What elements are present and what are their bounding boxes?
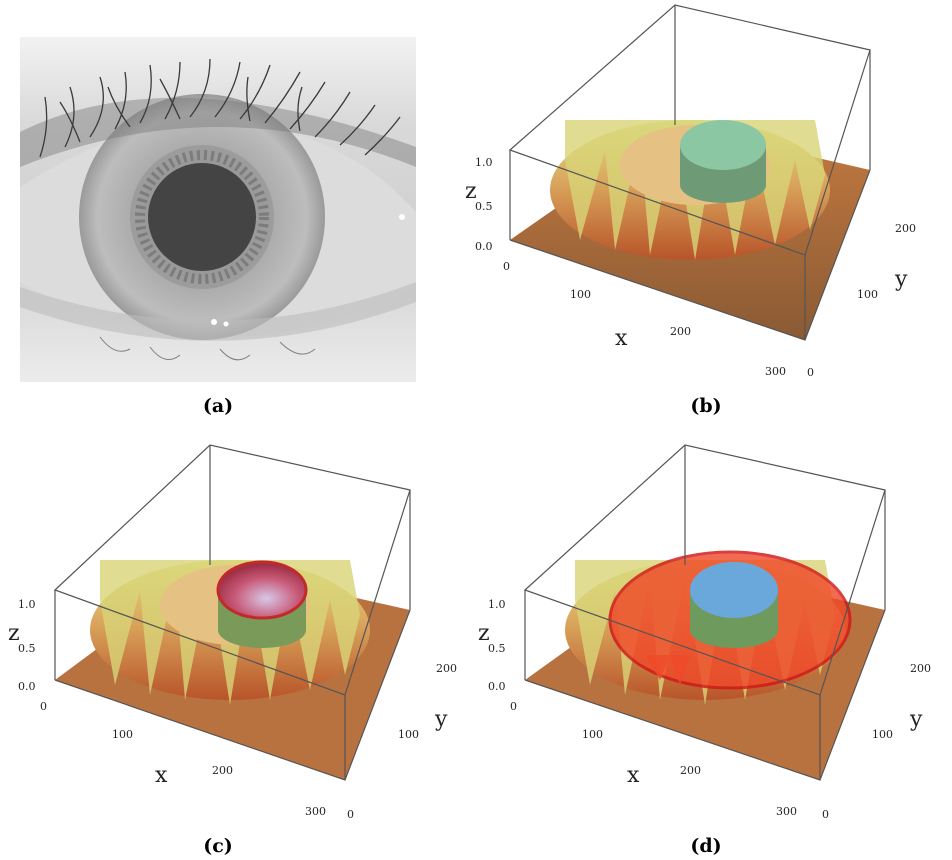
y-tick-100: 100: [872, 728, 893, 741]
x-tick-200: 200: [670, 325, 691, 338]
y-tick-0: 0: [807, 366, 814, 379]
x-tick-100: 100: [582, 728, 603, 741]
y-tick-200: 200: [895, 222, 916, 235]
surface-plot-d-svg: 1.0 0.5 0.0 z 0 100 200 300 x 0 100 200 …: [470, 440, 952, 830]
x-tick-0: 0: [40, 700, 47, 713]
z-tick-05: 0.5: [18, 642, 36, 655]
x-tick-300: 300: [765, 365, 786, 378]
y-tick-100: 100: [398, 728, 419, 741]
z-tick-1: 1.0: [488, 598, 506, 611]
y-axis-label: y: [894, 267, 908, 292]
x-tick-200: 200: [680, 764, 701, 777]
caption-b: (b): [676, 395, 736, 417]
x-tick-200: 200: [212, 764, 233, 777]
y-tick-0: 0: [822, 808, 829, 821]
y-tick-200: 200: [436, 662, 457, 675]
z-tick-05: 0.5: [488, 642, 506, 655]
z-axis-label: z: [478, 621, 490, 646]
z-axis-label: z: [465, 179, 477, 204]
z-tick-1: 1.0: [18, 598, 36, 611]
pupil-cylinder-c: [218, 562, 306, 648]
surface-plot-b-svg: 1.0 0.5 0.0 z 0 100 200 300 x 0 100 200 …: [455, 0, 952, 390]
y-tick-200: 200: [910, 662, 931, 675]
z-axis-label: z: [8, 621, 20, 646]
eye-image: [20, 37, 416, 382]
x-axis-label: x: [155, 763, 168, 788]
x-tick-300: 300: [776, 805, 797, 818]
z-tick-05: 0.5: [475, 200, 493, 213]
z-tick-1: 1.0: [475, 156, 493, 169]
z-tick-0: 0.0: [18, 680, 36, 693]
y-tick-0: 0: [347, 808, 354, 821]
surface-plot-d: 1.0 0.5 0.0 z 0 100 200 300 x 0 100 200 …: [470, 440, 952, 830]
x-axis-label: x: [615, 326, 628, 351]
pupil: [148, 163, 256, 271]
surface-plot-c: 1.0 0.5 0.0 z 0 100 200 300 x 0 100 200 …: [0, 440, 470, 830]
y-tick-100: 100: [857, 288, 878, 301]
surface-plot-b: 1.0 0.5 0.0 z 0 100 200 300 x 0 100 200 …: [455, 0, 952, 390]
y-axis-label: y: [909, 707, 923, 732]
z-tick-0: 0.0: [488, 680, 506, 693]
pupil-cylinder-b: [680, 120, 766, 203]
caption-d: (d): [676, 835, 736, 857]
x-tick-100: 100: [112, 728, 133, 741]
x-tick-0: 0: [510, 700, 517, 713]
y-axis-label: y: [434, 707, 448, 732]
x-tick-100: 100: [570, 288, 591, 301]
pupil-cylinder-d: [690, 562, 778, 648]
eye-image-panel: [20, 37, 416, 382]
x-axis-label: x: [627, 763, 640, 788]
z-tick-0: 0.0: [475, 240, 493, 253]
x-tick-300: 300: [305, 805, 326, 818]
caption-a: (a): [188, 395, 248, 417]
surface-plot-c-svg: 1.0 0.5 0.0 z 0 100 200 300 x 0 100 200 …: [0, 440, 470, 830]
x-tick-0: 0: [503, 260, 510, 273]
caption-c: (c): [188, 835, 248, 857]
